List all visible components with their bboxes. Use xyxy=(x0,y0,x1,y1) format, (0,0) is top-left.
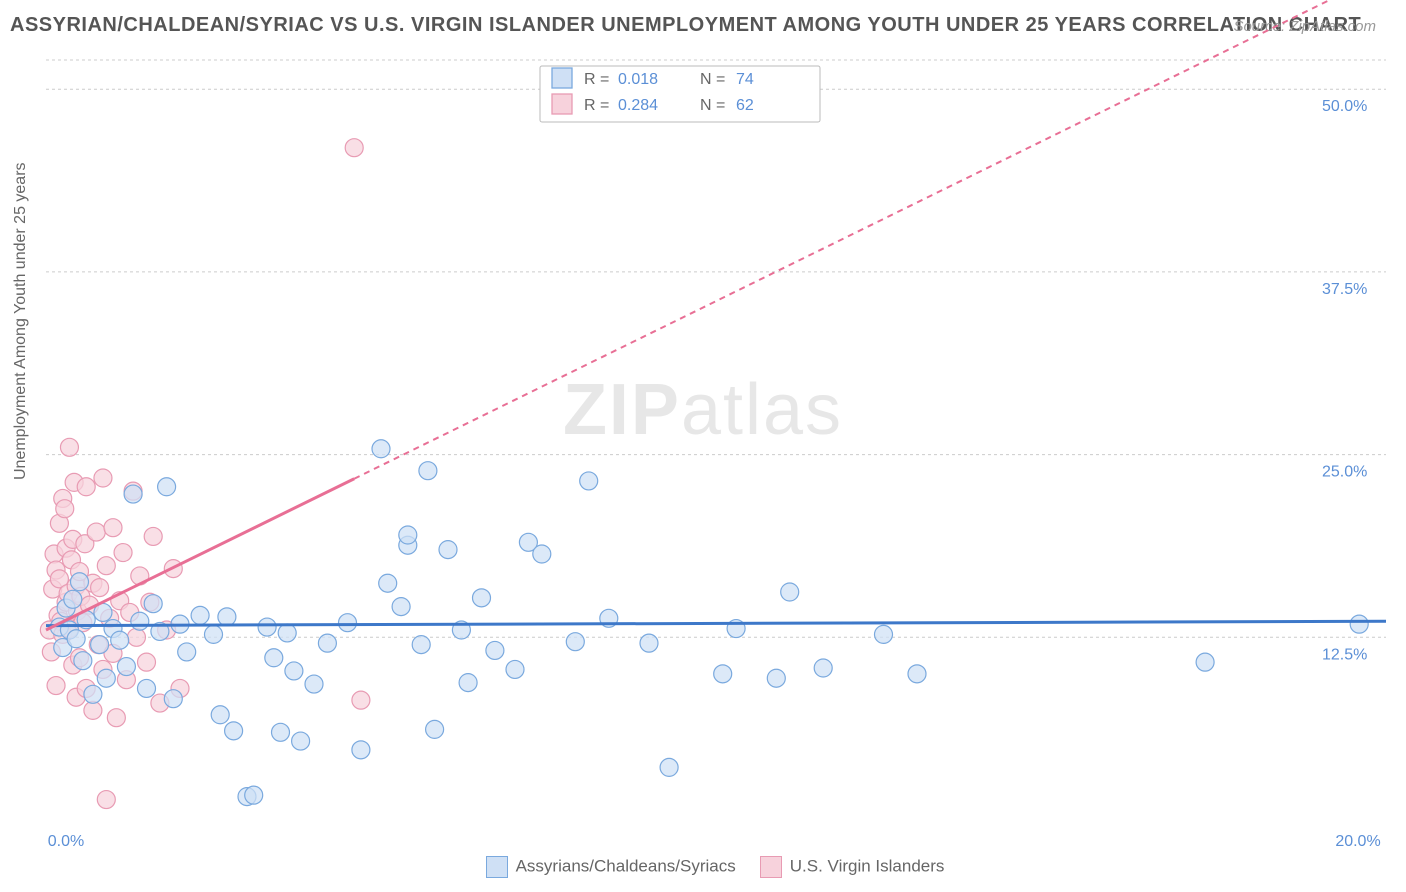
svg-text:25.0%: 25.0% xyxy=(1322,464,1367,481)
svg-text:N =: N = xyxy=(700,71,725,88)
svg-text:50.0%: 50.0% xyxy=(1322,98,1367,115)
svg-text:0.018: 0.018 xyxy=(618,71,658,88)
svg-text:62: 62 xyxy=(736,97,754,114)
svg-text:R =: R = xyxy=(584,97,609,114)
top-legend: R = 0.018 N = 74 R = 0.284 N = 62 xyxy=(540,66,820,122)
svg-text:37.5%: 37.5% xyxy=(1322,281,1367,298)
chart-container: ASSYRIAN/CHALDEAN/SYRIAC VS U.S. VIRGIN … xyxy=(0,0,1406,892)
svg-text:20.0%: 20.0% xyxy=(1335,833,1380,850)
svg-text:74: 74 xyxy=(736,71,754,88)
svg-text:R =: R = xyxy=(584,71,609,88)
svg-text:12.5%: 12.5% xyxy=(1322,646,1367,663)
scatter-plot: 12.5% 25.0% 37.5% 50.0% 0.0% 20.0% R = 0.018 N =… xyxy=(0,0,1386,890)
svg-text:0.284: 0.284 xyxy=(618,97,658,114)
bottom-legend: Assyrians/Chaldeans/SyriacsU.S. Virgin I… xyxy=(0,856,1406,878)
svg-text:0.0%: 0.0% xyxy=(48,833,84,850)
svg-text:N =: N = xyxy=(700,97,725,114)
